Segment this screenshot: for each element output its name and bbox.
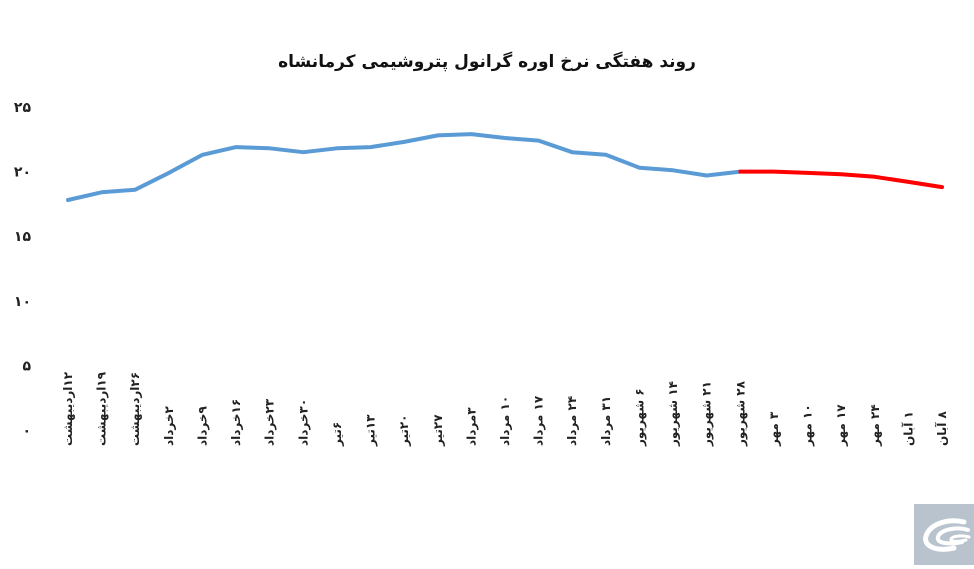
- x-tick-label: ۱۰ مهر: [801, 404, 815, 447]
- y-axis-ticks: ۰ ۵ ۱۰ ۱۵ ۲۰ ۲۵: [14, 100, 32, 439]
- y-tick-label: ۲۰: [14, 165, 31, 181]
- x-tick-label: ۲۶اردیبهشت: [128, 372, 142, 446]
- series-line-forecast: [738, 169, 944, 190]
- x-tick-label: ۱۷ مهر: [834, 404, 848, 447]
- x-tick-label: ۹خرداد: [195, 405, 209, 446]
- y-tick-label: ۱۰: [14, 294, 31, 310]
- x-tick-label: ۳مرداد: [464, 407, 478, 446]
- y-tick-label: ۵: [22, 358, 31, 374]
- x-tick-label: ۸ آبان: [934, 410, 949, 446]
- y-tick-label: ۱۵: [14, 229, 32, 245]
- x-tick-label: ۲۸ شهریور: [733, 380, 748, 447]
- x-tick-label: ۲۳خرداد: [263, 398, 277, 446]
- x-tick-label: ۱۴ شهریور: [666, 381, 681, 447]
- series-line-actual: [66, 132, 743, 202]
- x-tick-label: ۲۱ شهریور: [700, 381, 715, 447]
- x-tick-label: ۲۴ مهر: [868, 404, 882, 447]
- x-tick-label: ۳ مهر: [767, 411, 781, 447]
- x-tick-label: ۶تیر: [330, 422, 344, 447]
- y-tick-label: ۰: [22, 423, 31, 439]
- x-tick-label: ۱ آبان: [900, 411, 915, 446]
- y-tick-label: ۲۵: [14, 100, 32, 116]
- series-lines: [66, 132, 944, 202]
- x-tick-label: ۱۶خرداد: [229, 399, 243, 446]
- x-tick-label: ۲خرداد: [162, 405, 176, 446]
- x-tick-label: ۳۱ مرداد: [599, 396, 613, 446]
- x-tick-label: ۱۳تیر: [364, 414, 378, 447]
- x-tick-label: ۲۴ مرداد: [565, 396, 579, 446]
- x-axis-ticks: ۱۲اردیبهشت ۱۹اردیبهشت ۲۶اردیبهشت ۲خرداد ۹خرد…: [61, 371, 949, 447]
- x-tick-label: ۶ شهریور: [632, 388, 647, 447]
- x-tick-label: ۲۰تیر: [397, 414, 411, 447]
- x-tick-label: ۱۲اردیبهشت: [61, 371, 75, 446]
- x-tick-label: ۱۷ مرداد: [532, 395, 546, 446]
- x-tick-label: ۳۰خرداد: [296, 399, 310, 446]
- x-tick-label: ۱۰ مرداد: [498, 396, 512, 446]
- chart-title: روند هفتگی نرخ اوره گرانول پتروشیمی کرما…: [278, 51, 696, 72]
- x-tick-label: ۱۹اردیبهشت: [95, 371, 109, 446]
- x-tick-label: ۲۷تیر: [431, 414, 445, 447]
- publisher-logo-icon: [914, 504, 974, 565]
